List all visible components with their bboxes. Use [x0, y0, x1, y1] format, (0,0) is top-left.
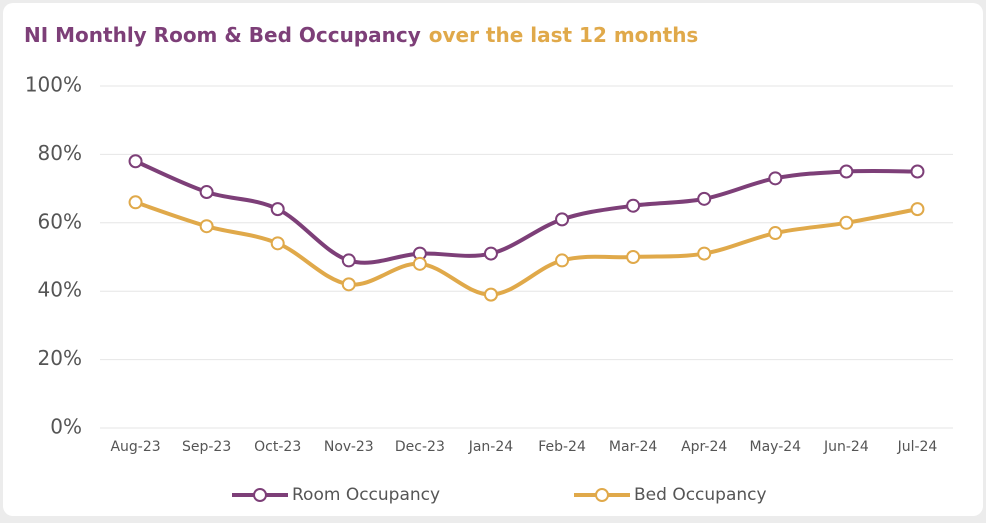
y-tick-label: 80%: [38, 141, 82, 165]
data-point: [128, 154, 143, 169]
y-tick-label: 40%: [38, 278, 82, 302]
data-point: [270, 236, 285, 251]
x-tick-label: Mar-24: [609, 439, 657, 455]
data-point: [341, 277, 356, 292]
chart-title: NI Monthly Room & Bed Occupancy over the …: [24, 23, 698, 47]
x-tick-label: Oct-23: [254, 439, 301, 455]
data-point: [768, 171, 783, 186]
data-point: [697, 246, 712, 261]
data-point: [555, 253, 570, 268]
data-point: [839, 215, 854, 230]
x-tick-label: Jan-24: [468, 439, 514, 455]
legend-marker: [595, 488, 609, 502]
x-tick-label: Sep-23: [182, 439, 231, 455]
data-point: [483, 287, 498, 302]
data-point: [910, 164, 925, 179]
legend-label: Bed Occupancy: [634, 485, 767, 505]
legend-marker: [253, 488, 267, 502]
x-tick-label: Apr-24: [681, 439, 727, 455]
x-tick-label: Dec-23: [395, 439, 445, 455]
x-tick-label: Jun-24: [823, 439, 869, 455]
data-point: [199, 185, 214, 200]
data-point: [697, 191, 712, 206]
data-point: [910, 202, 925, 217]
data-point: [626, 198, 641, 213]
data-point: [341, 253, 356, 268]
data-point: [199, 219, 214, 234]
data-point: [412, 256, 427, 271]
x-tick-label: May-24: [750, 439, 802, 455]
title-main: NI Monthly Room & Bed Occupancy: [24, 23, 421, 47]
data-point: [128, 195, 143, 210]
data-point: [555, 212, 570, 227]
y-tick-label: 20%: [38, 346, 82, 370]
data-point: [626, 250, 641, 264]
data-point: [839, 164, 854, 179]
x-tick-label: Nov-23: [324, 439, 374, 455]
y-tick-label: 0%: [50, 415, 82, 439]
data-point: [483, 246, 498, 261]
title-suffix: over the last 12 months: [429, 23, 699, 47]
data-point: [270, 202, 285, 217]
y-tick-label: 100%: [25, 73, 82, 97]
x-tick-label: Aug-23: [110, 439, 160, 455]
data-point: [768, 226, 783, 241]
x-tick-label: Jul-24: [897, 439, 938, 455]
legend-label: Room Occupancy: [292, 485, 440, 505]
y-tick-label: 60%: [38, 209, 82, 233]
x-tick-label: Feb-24: [538, 439, 586, 455]
